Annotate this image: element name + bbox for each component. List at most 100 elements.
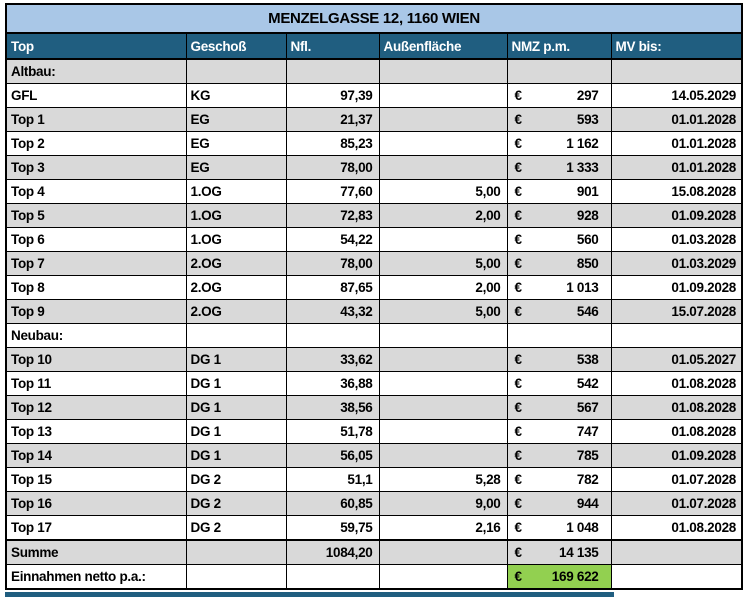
- cell-aussen: [378, 131, 508, 156]
- cell-geschoss: 2.OG: [185, 251, 287, 276]
- cell-mv: [610, 564, 743, 590]
- cell-nfl: 43,32: [285, 299, 380, 324]
- cell-geschoss: 2.OG: [185, 275, 287, 300]
- currency-symbol: €: [514, 88, 523, 103]
- cell-aussen: [378, 539, 508, 565]
- cell-geschoss: [185, 323, 287, 348]
- cell-aussen: [378, 395, 508, 420]
- title-row: MENZELGASSE 12, 1160 WIEN: [5, 3, 743, 34]
- data-row: Top 5 1.OG 72,83 2,00 €928 01.09.2028: [5, 203, 743, 228]
- cell-geschoss: DG 1: [185, 395, 287, 420]
- data-row: GFL KG 97,39 €297 14.05.2029: [5, 83, 743, 108]
- currency-symbol: €: [514, 280, 523, 295]
- column-header-aussenflaeche: Außenfläche: [378, 32, 508, 60]
- cell-aussen: [378, 564, 508, 590]
- cell-nfl: 33,62: [285, 347, 380, 372]
- data-row: Top 13 DG 1 51,78 €747 01.08.2028: [5, 419, 743, 444]
- column-header-top: Top: [5, 32, 187, 60]
- column-header-geschoss: Geschoß: [185, 32, 287, 60]
- nmz-value: 747: [576, 424, 599, 439]
- cell-mv: 01.03.2029: [610, 251, 743, 276]
- cell-geschoss: [185, 564, 287, 590]
- cell-nmz: [506, 323, 612, 348]
- cell-nfl: 78,00: [285, 155, 380, 180]
- nmz-value: 1 162: [566, 136, 599, 151]
- cell-nmz: €928: [506, 203, 612, 228]
- currency-symbol: €: [514, 256, 523, 271]
- cell-geschoss: 1.OG: [185, 227, 287, 252]
- cell-nfl: 54,22: [285, 227, 380, 252]
- column-header-nfl: Nfl.: [285, 32, 380, 60]
- cell-aussen: 5,00: [378, 251, 508, 276]
- cell-mv: 01.09.2028: [610, 443, 743, 468]
- cell-geschoss: DG 2: [185, 515, 287, 541]
- cell-aussen: 5,28: [378, 467, 508, 492]
- cell-nfl: 21,37: [285, 107, 380, 132]
- cell-nfl: 38,56: [285, 395, 380, 420]
- data-row: Top 14 DG 1 56,05 €785 01.09.2028: [5, 443, 743, 468]
- cell-nfl: 97,39: [285, 83, 380, 108]
- cell-top: Top 6: [5, 227, 187, 252]
- nmz-value: 782: [576, 472, 599, 487]
- data-row: Top 4 1.OG 77,60 5,00 €901 15.08.2028: [5, 179, 743, 204]
- cell-nmz: €560: [506, 227, 612, 252]
- currency-symbol: €: [514, 448, 523, 463]
- cell-nmz: €169 622: [506, 564, 612, 590]
- cell-nmz: €567: [506, 395, 612, 420]
- cell-mv: 01.03.2028: [610, 227, 743, 252]
- cell-nmz: €1 048: [506, 515, 612, 541]
- column-header-nmz: NMZ p.m.: [506, 32, 612, 60]
- cell-nfl: 59,75: [285, 515, 380, 541]
- table-body: Altbau: GFL KG 97,39 €297 14.05.2029 Top 1 EG 21…: [5, 58, 743, 590]
- nmz-value: 297: [576, 88, 599, 103]
- cell-top: Top 8: [5, 275, 187, 300]
- nmz-value: 1 333: [566, 160, 599, 175]
- cell-nfl: [285, 58, 380, 84]
- cell-mv: 01.07.2028: [610, 491, 743, 516]
- cell-aussen: 5,00: [378, 299, 508, 324]
- nmz-value: 1 048: [566, 520, 599, 535]
- section-row: Altbau:: [5, 58, 743, 84]
- cell-geschoss: DG 1: [185, 419, 287, 444]
- cell-geschoss: 2.OG: [185, 299, 287, 324]
- data-row: Top 12 DG 1 38,56 €567 01.08.2028: [5, 395, 743, 420]
- cell-nmz: €14 135: [506, 539, 612, 565]
- cell-geschoss: [185, 58, 287, 84]
- currency-symbol: €: [514, 184, 523, 199]
- cell-aussen: [378, 83, 508, 108]
- cell-nmz: €782: [506, 467, 612, 492]
- data-row: Top 6 1.OG 54,22 €560 01.03.2028: [5, 227, 743, 252]
- currency-symbol: €: [514, 232, 523, 247]
- nmz-value: 546: [576, 304, 599, 319]
- currency-symbol: €: [514, 112, 523, 127]
- cell-top: Top 15: [5, 467, 187, 492]
- cell-top: Top 14: [5, 443, 187, 468]
- currency-symbol: €: [514, 569, 523, 584]
- cell-aussen: [378, 443, 508, 468]
- data-row: Top 11 DG 1 36,88 €542 01.08.2028: [5, 371, 743, 396]
- cell-nfl: 51,1: [285, 467, 380, 492]
- cell-geschoss: EG: [185, 107, 287, 132]
- nmz-value: 567: [576, 400, 599, 415]
- cell-top: Top 13: [5, 419, 187, 444]
- nmz-value: 1 013: [566, 280, 599, 295]
- cell-nmz: €538: [506, 347, 612, 372]
- cell-nmz: €593: [506, 107, 612, 132]
- column-header-mv-bis: MV bis:: [610, 32, 743, 60]
- cell-nmz: €297: [506, 83, 612, 108]
- cell-nfl: 56,05: [285, 443, 380, 468]
- cell-mv: 01.08.2028: [610, 515, 743, 541]
- cell-nmz: €546: [506, 299, 612, 324]
- cell-geschoss: 1.OG: [185, 179, 287, 204]
- cell-nmz: €901: [506, 179, 612, 204]
- cell-top: Top 3: [5, 155, 187, 180]
- cell-top: Top 12: [5, 395, 187, 420]
- data-row: Top 17 DG 2 59,75 2,16 €1 048 01.08.2028: [5, 515, 743, 541]
- cell-top: Top 17: [5, 515, 187, 541]
- cell-mv: [610, 323, 743, 348]
- cell-top: Neubau:: [5, 323, 187, 348]
- cell-aussen: [378, 107, 508, 132]
- data-row: Top 8 2.OG 87,65 2,00 €1 013 01.09.2028: [5, 275, 743, 300]
- nmz-value: 944: [576, 496, 599, 511]
